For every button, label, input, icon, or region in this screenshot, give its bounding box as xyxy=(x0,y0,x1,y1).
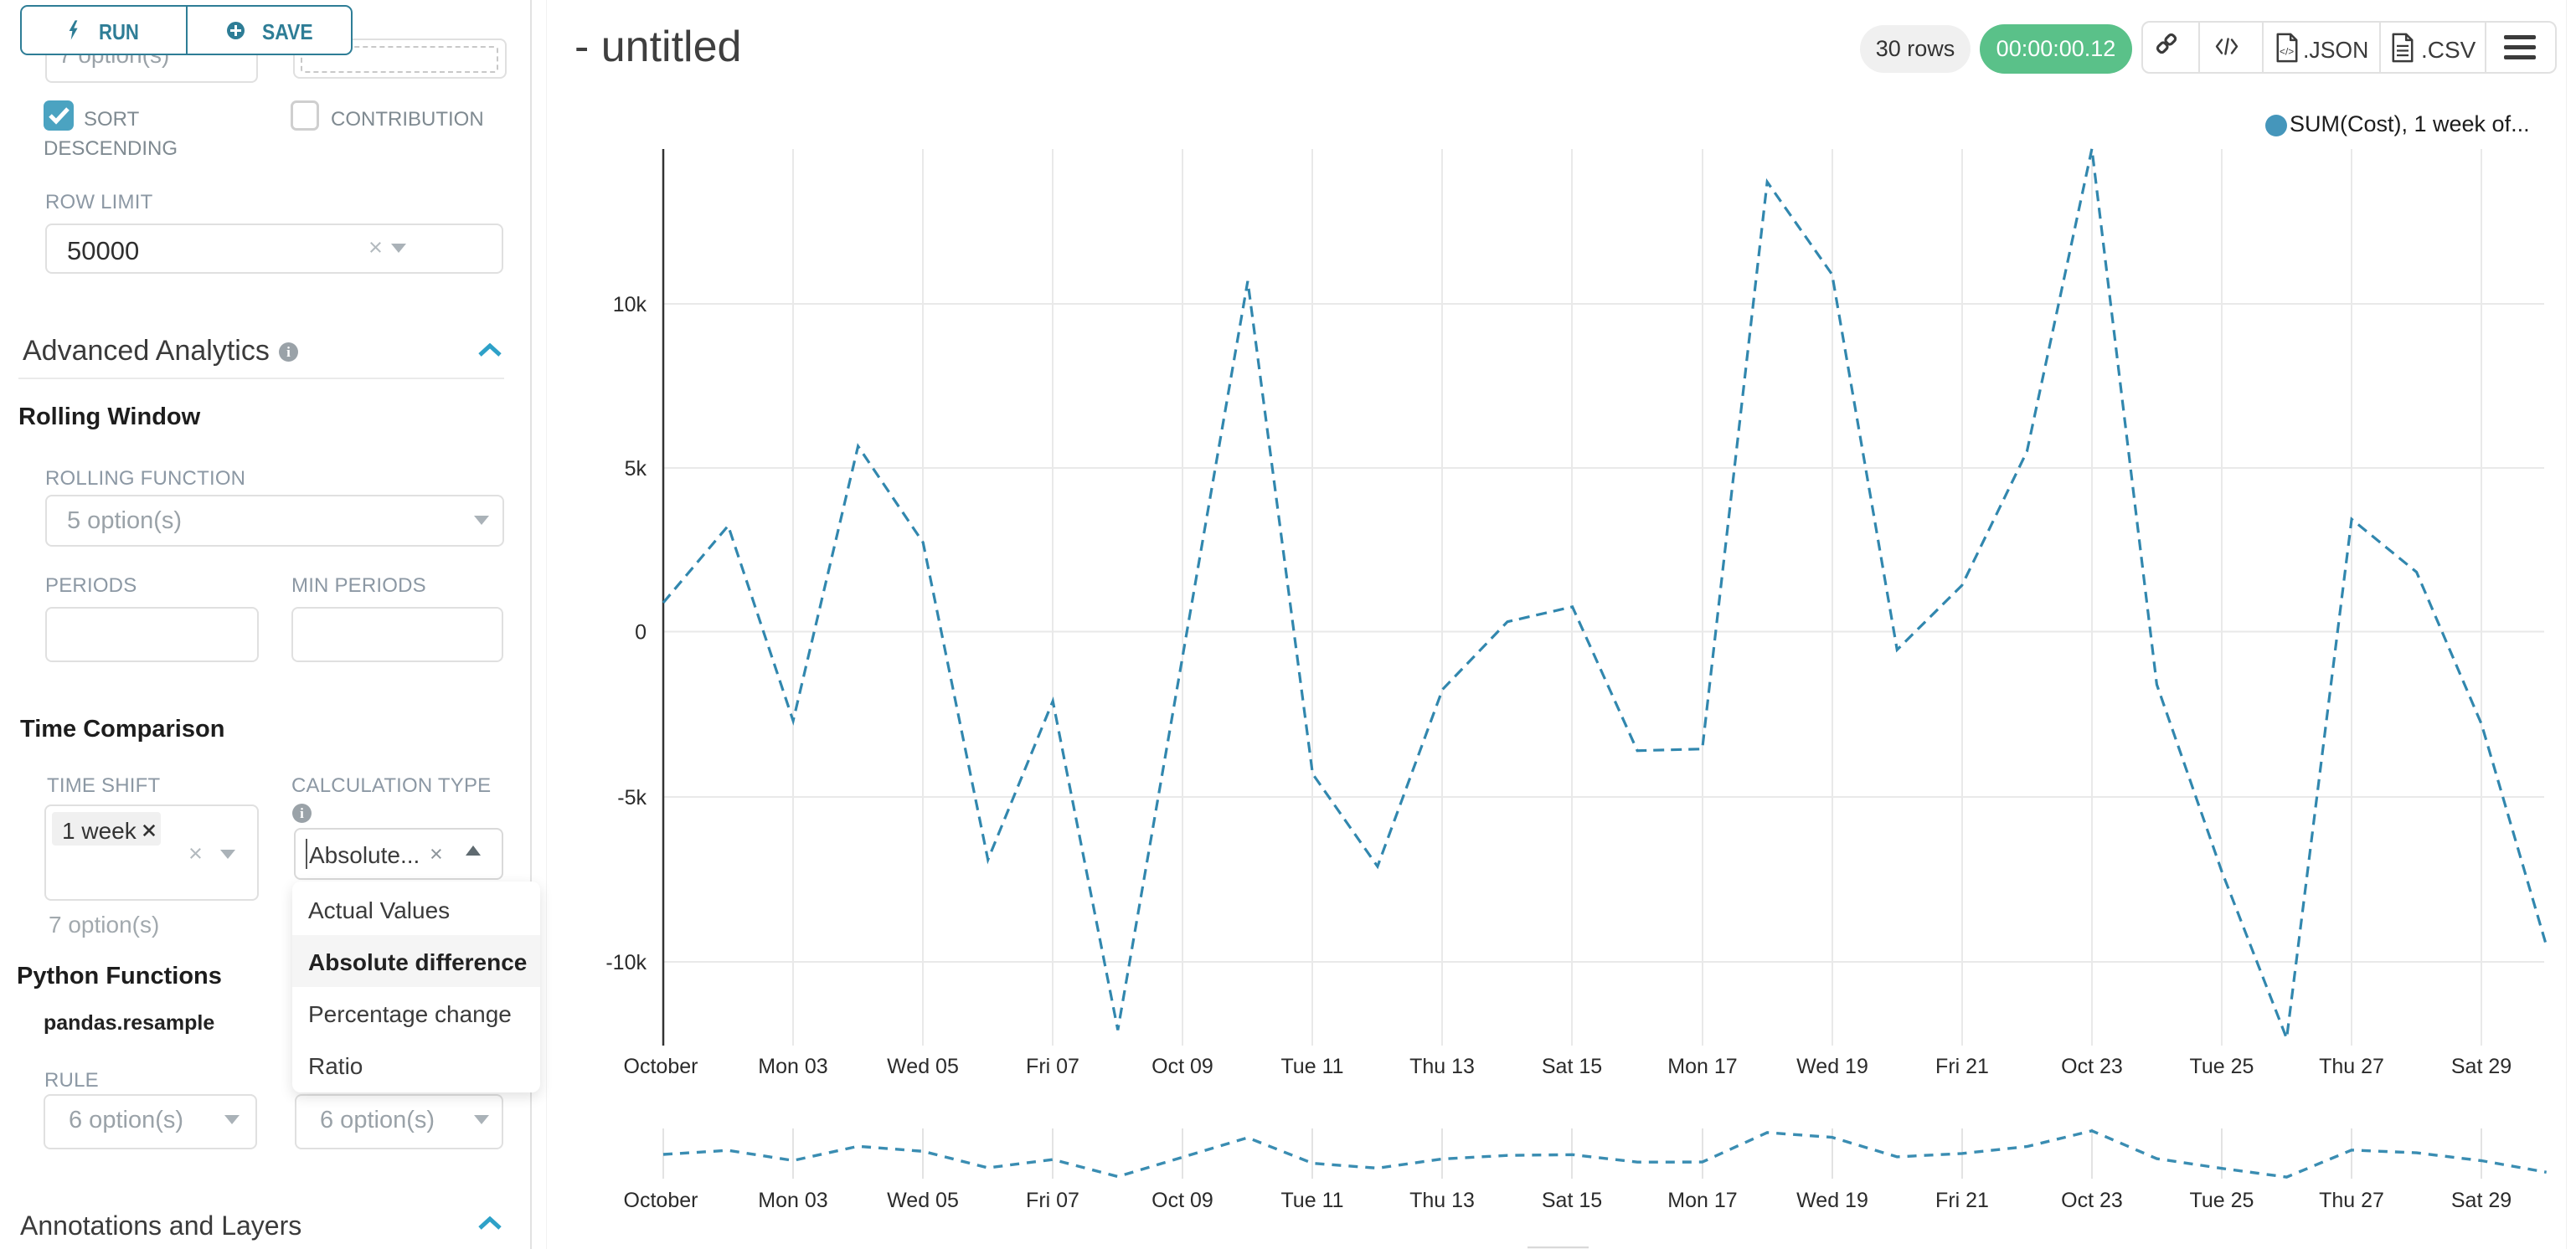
svg-text:Oct 23: Oct 23 xyxy=(2061,1189,2123,1212)
svg-text:Sat 29: Sat 29 xyxy=(2451,1189,2512,1212)
svg-text:10k: 10k xyxy=(613,293,647,316)
svg-text:October: October xyxy=(624,1055,698,1078)
svg-text:-10k: -10k xyxy=(605,951,647,974)
svg-text:Mon 17: Mon 17 xyxy=(1667,1189,1737,1212)
svg-text:Fri 21: Fri 21 xyxy=(1935,1055,1989,1078)
svg-text:Oct 09: Oct 09 xyxy=(1151,1189,1213,1212)
svg-text:-5k: -5k xyxy=(617,786,647,810)
svg-text:October: October xyxy=(624,1189,698,1212)
svg-text:Sat 15: Sat 15 xyxy=(1542,1055,1602,1078)
svg-text:Oct 09: Oct 09 xyxy=(1151,1055,1213,1078)
svg-text:0: 0 xyxy=(635,621,647,645)
svg-text:</>: </> xyxy=(2280,45,2294,57)
svg-text:Oct 23: Oct 23 xyxy=(2061,1055,2123,1078)
svg-text:Tue 11: Tue 11 xyxy=(1280,1055,1343,1078)
svg-text:Wed 05: Wed 05 xyxy=(887,1189,959,1212)
svg-text:Tue 25: Tue 25 xyxy=(2190,1055,2254,1078)
svg-text:Mon 17: Mon 17 xyxy=(1667,1055,1737,1078)
svg-text:Wed 19: Wed 19 xyxy=(1796,1189,1868,1212)
svg-text:Fri 21: Fri 21 xyxy=(1935,1189,1989,1212)
svg-text:Sat 15: Sat 15 xyxy=(1542,1189,1602,1212)
svg-text:Tue 25: Tue 25 xyxy=(2190,1189,2254,1212)
svg-text:Thu 13: Thu 13 xyxy=(1409,1055,1475,1078)
svg-text:Thu 13: Thu 13 xyxy=(1409,1189,1475,1212)
svg-text:Wed 19: Wed 19 xyxy=(1796,1055,1868,1078)
svg-text:Thu 27: Thu 27 xyxy=(2319,1055,2384,1078)
svg-text:Thu 27: Thu 27 xyxy=(2319,1189,2384,1212)
svg-text:Wed 05: Wed 05 xyxy=(887,1055,959,1078)
svg-text:Fri 07: Fri 07 xyxy=(1026,1055,1079,1078)
svg-text:Mon 03: Mon 03 xyxy=(758,1055,827,1078)
svg-text:Sat 29: Sat 29 xyxy=(2451,1055,2512,1078)
svg-text:5k: 5k xyxy=(625,457,647,481)
svg-text:Mon 03: Mon 03 xyxy=(758,1189,827,1212)
svg-text:Tue 11: Tue 11 xyxy=(1280,1189,1343,1212)
svg-text:Fri 07: Fri 07 xyxy=(1026,1189,1079,1212)
